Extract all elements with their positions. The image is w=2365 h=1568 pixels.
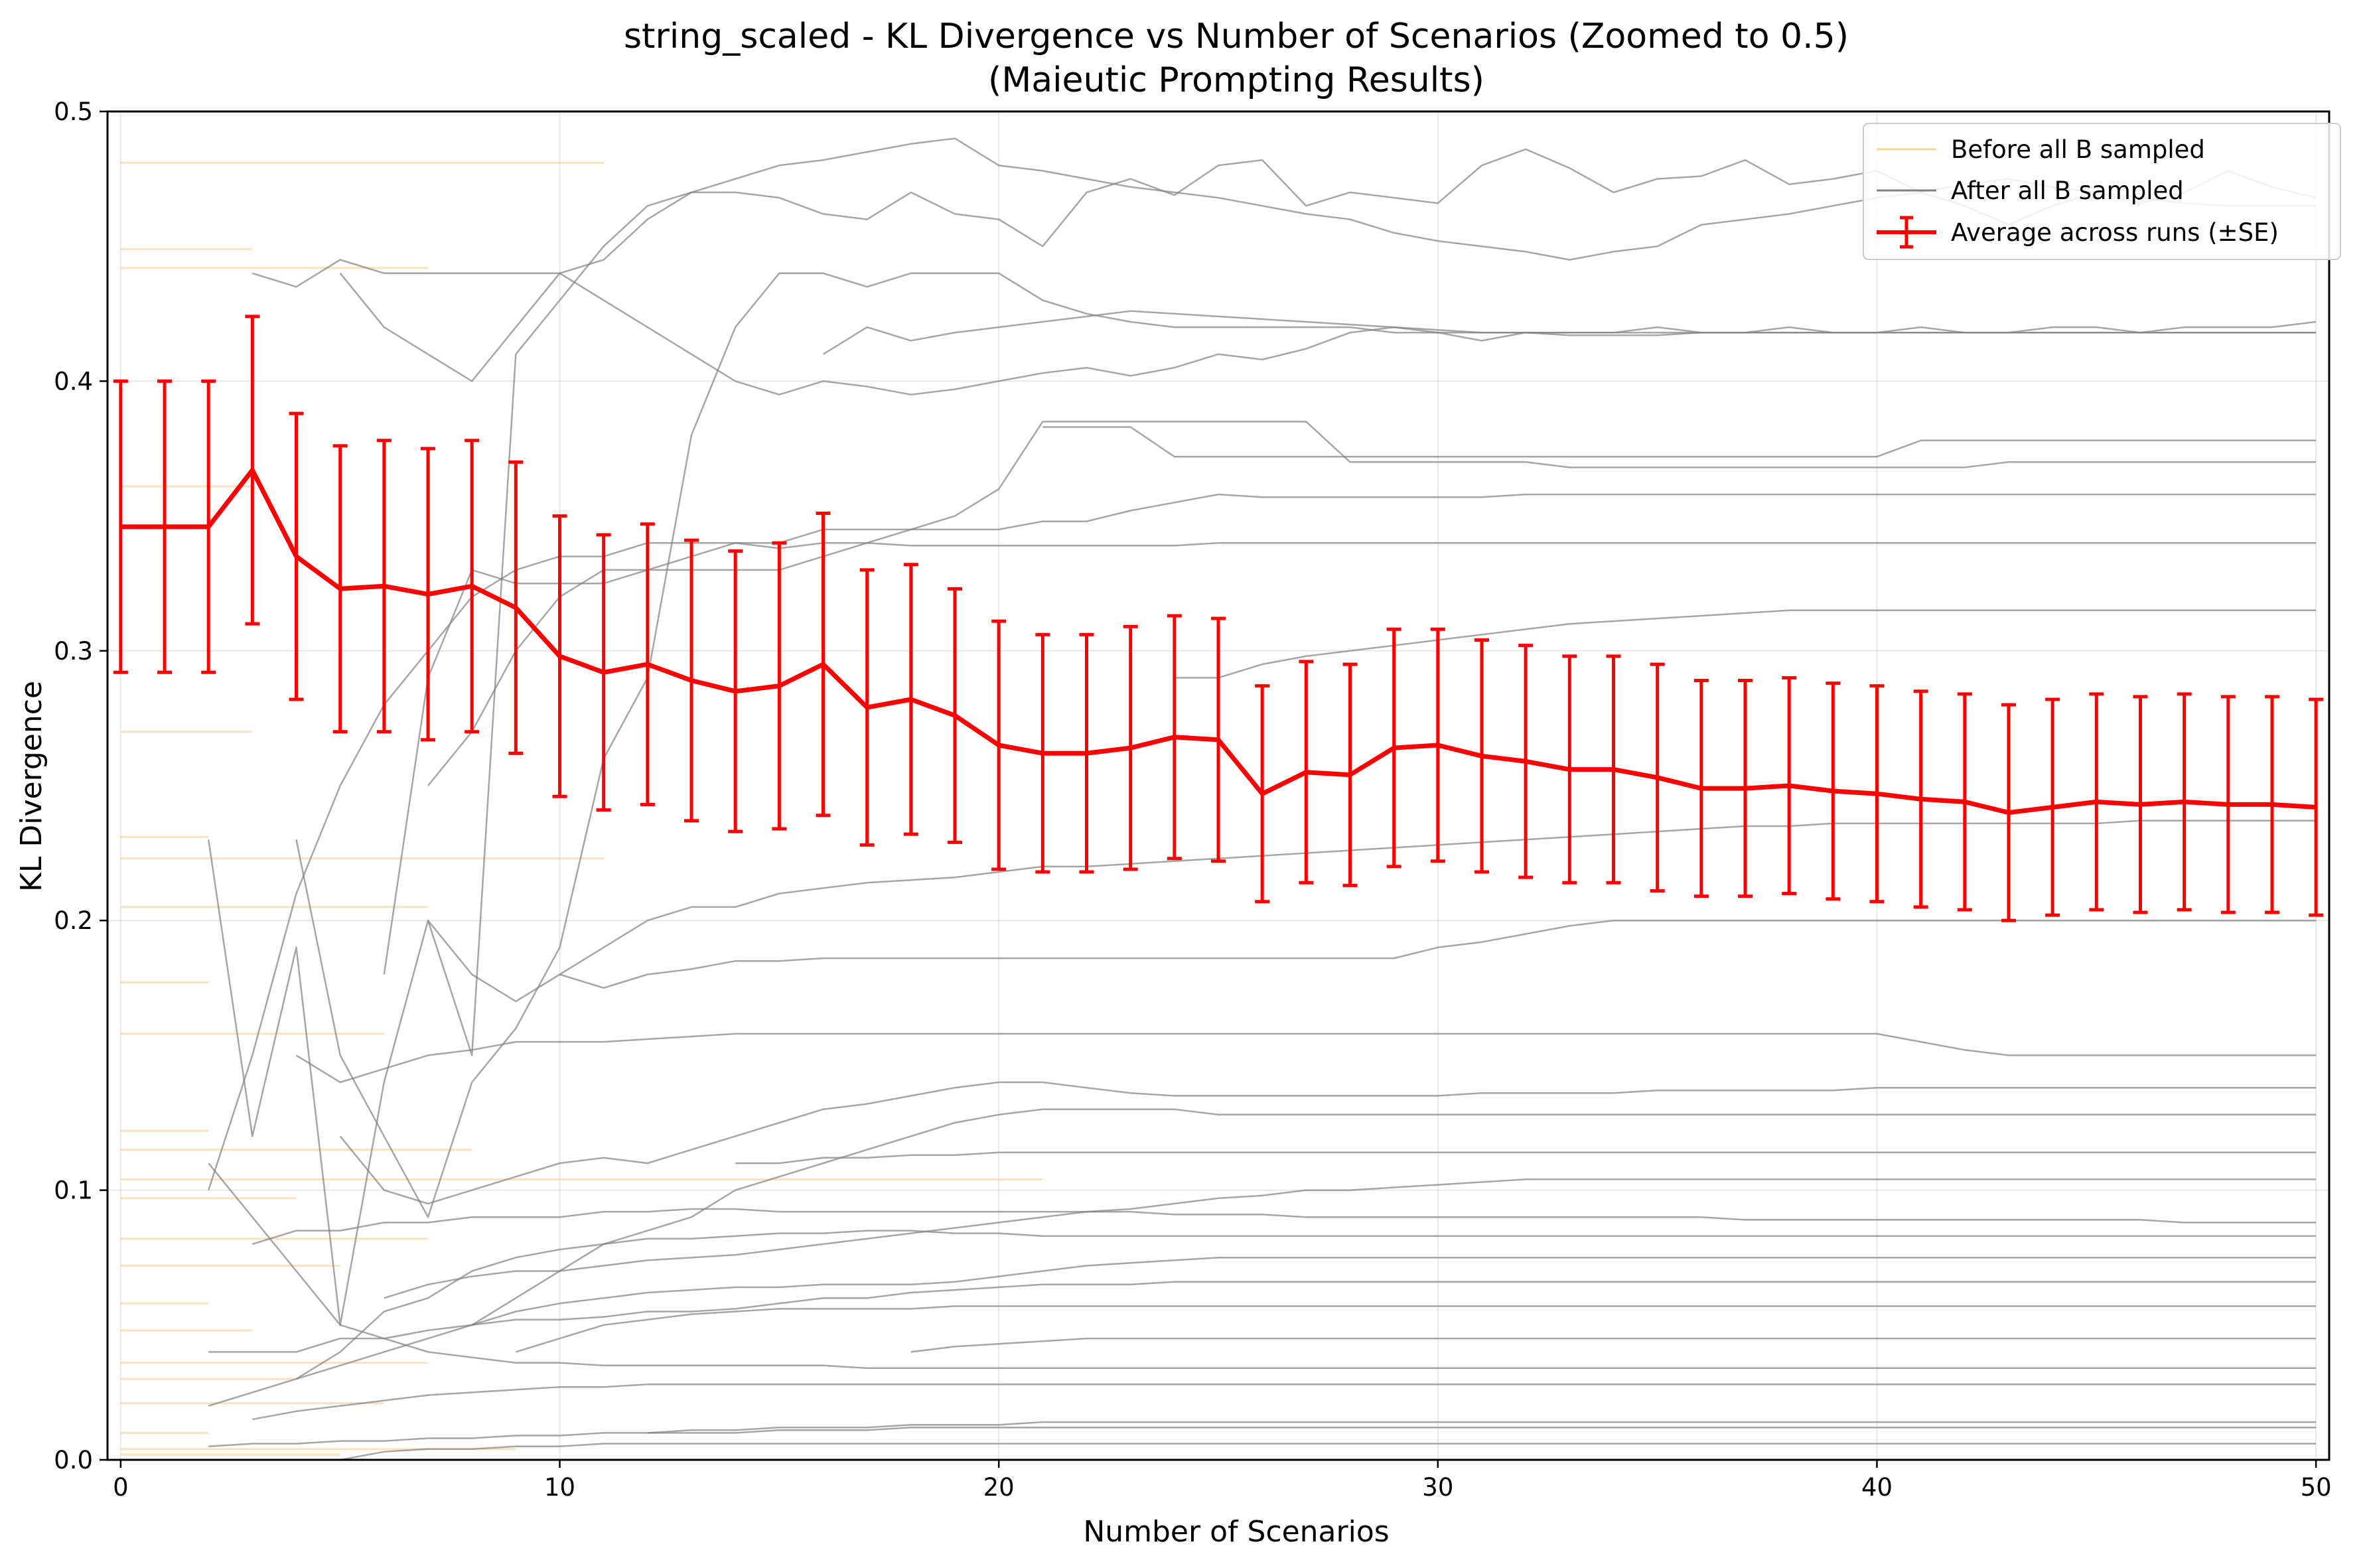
after-run-line-18 (340, 1443, 2317, 1461)
after-run-line-26 (1042, 426, 2317, 458)
after-run-line-15 (252, 1383, 2317, 1421)
after-run-line-22 (647, 1426, 2317, 1434)
average-series-layer (113, 315, 2324, 922)
plot-frame (106, 110, 2330, 1461)
x-axis-ticks: 0 10 20 30 40 50 (113, 1460, 2332, 1502)
after-run-line-11 (208, 1163, 2317, 1370)
x-axis-label: Number of Scenarios (1083, 1515, 1389, 1549)
legend-before-label: Before all B sampled (1951, 135, 2205, 164)
legend: Before all B sampled After all B sampled… (1863, 123, 2341, 260)
after-run-line-24 (822, 310, 2317, 355)
after-run-line-10 (295, 1230, 2317, 1380)
after-run-line-19 (427, 820, 2317, 1003)
x-tick-label-1: 10 (544, 1473, 575, 1502)
chart-subtitle: (Maieutic Prompting Results) (988, 60, 1484, 100)
after-run-line-14 (384, 1178, 2317, 1299)
y-tick-label-3: 0.3 (54, 637, 93, 666)
after-run-line-21 (559, 919, 2317, 989)
after-run-line-7 (208, 1281, 2317, 1353)
x-tick-label-5: 50 (2301, 1473, 2332, 1502)
average-line (120, 468, 2317, 816)
after-run-line-25 (910, 1337, 2317, 1353)
legend-average-swatch (1877, 216, 1936, 249)
after-run-line-5 (427, 493, 2317, 786)
after-run-line-27 (1174, 609, 2317, 679)
y-tick-label-1: 0.1 (54, 1176, 93, 1205)
legend-average-label: Average across runs (±SE) (1951, 218, 2279, 247)
after-run-line-3 (383, 421, 2317, 975)
x-tick-label-2: 20 (983, 1473, 1015, 1502)
after-run-line-12 (339, 1081, 2317, 1205)
chart-title: string_scaled - KL Divergence vs Number … (624, 17, 1849, 56)
y-tick-label-5: 0.5 (54, 98, 93, 126)
after-run-line-13 (208, 1256, 2317, 1407)
after-run-line-8 (208, 1421, 2317, 1447)
y-axis-ticks: 0.0 0.1 0.2 0.3 0.4 0.5 (54, 98, 107, 1474)
after-run-line-17 (471, 1108, 2317, 1326)
after-run-line-23 (735, 1151, 2317, 1165)
y-tick-label-2: 0.2 (54, 906, 93, 935)
after-run-line-20 (515, 1305, 2317, 1353)
x-tick-label-0: 0 (113, 1473, 129, 1502)
after-run-line-9 (251, 1208, 2317, 1246)
x-tick-label-3: 30 (1422, 1473, 1453, 1502)
legend-after-label: After all B sampled (1951, 177, 2184, 205)
y-tick-label-0: 0.0 (54, 1446, 93, 1474)
y-tick-label-4: 0.4 (54, 367, 93, 395)
y-axis-label: KL Divergence (15, 681, 48, 892)
x-tick-label-4: 40 (1861, 1473, 1893, 1502)
legend-box (1863, 123, 2341, 260)
after-run-line-16 (295, 1033, 2317, 1084)
